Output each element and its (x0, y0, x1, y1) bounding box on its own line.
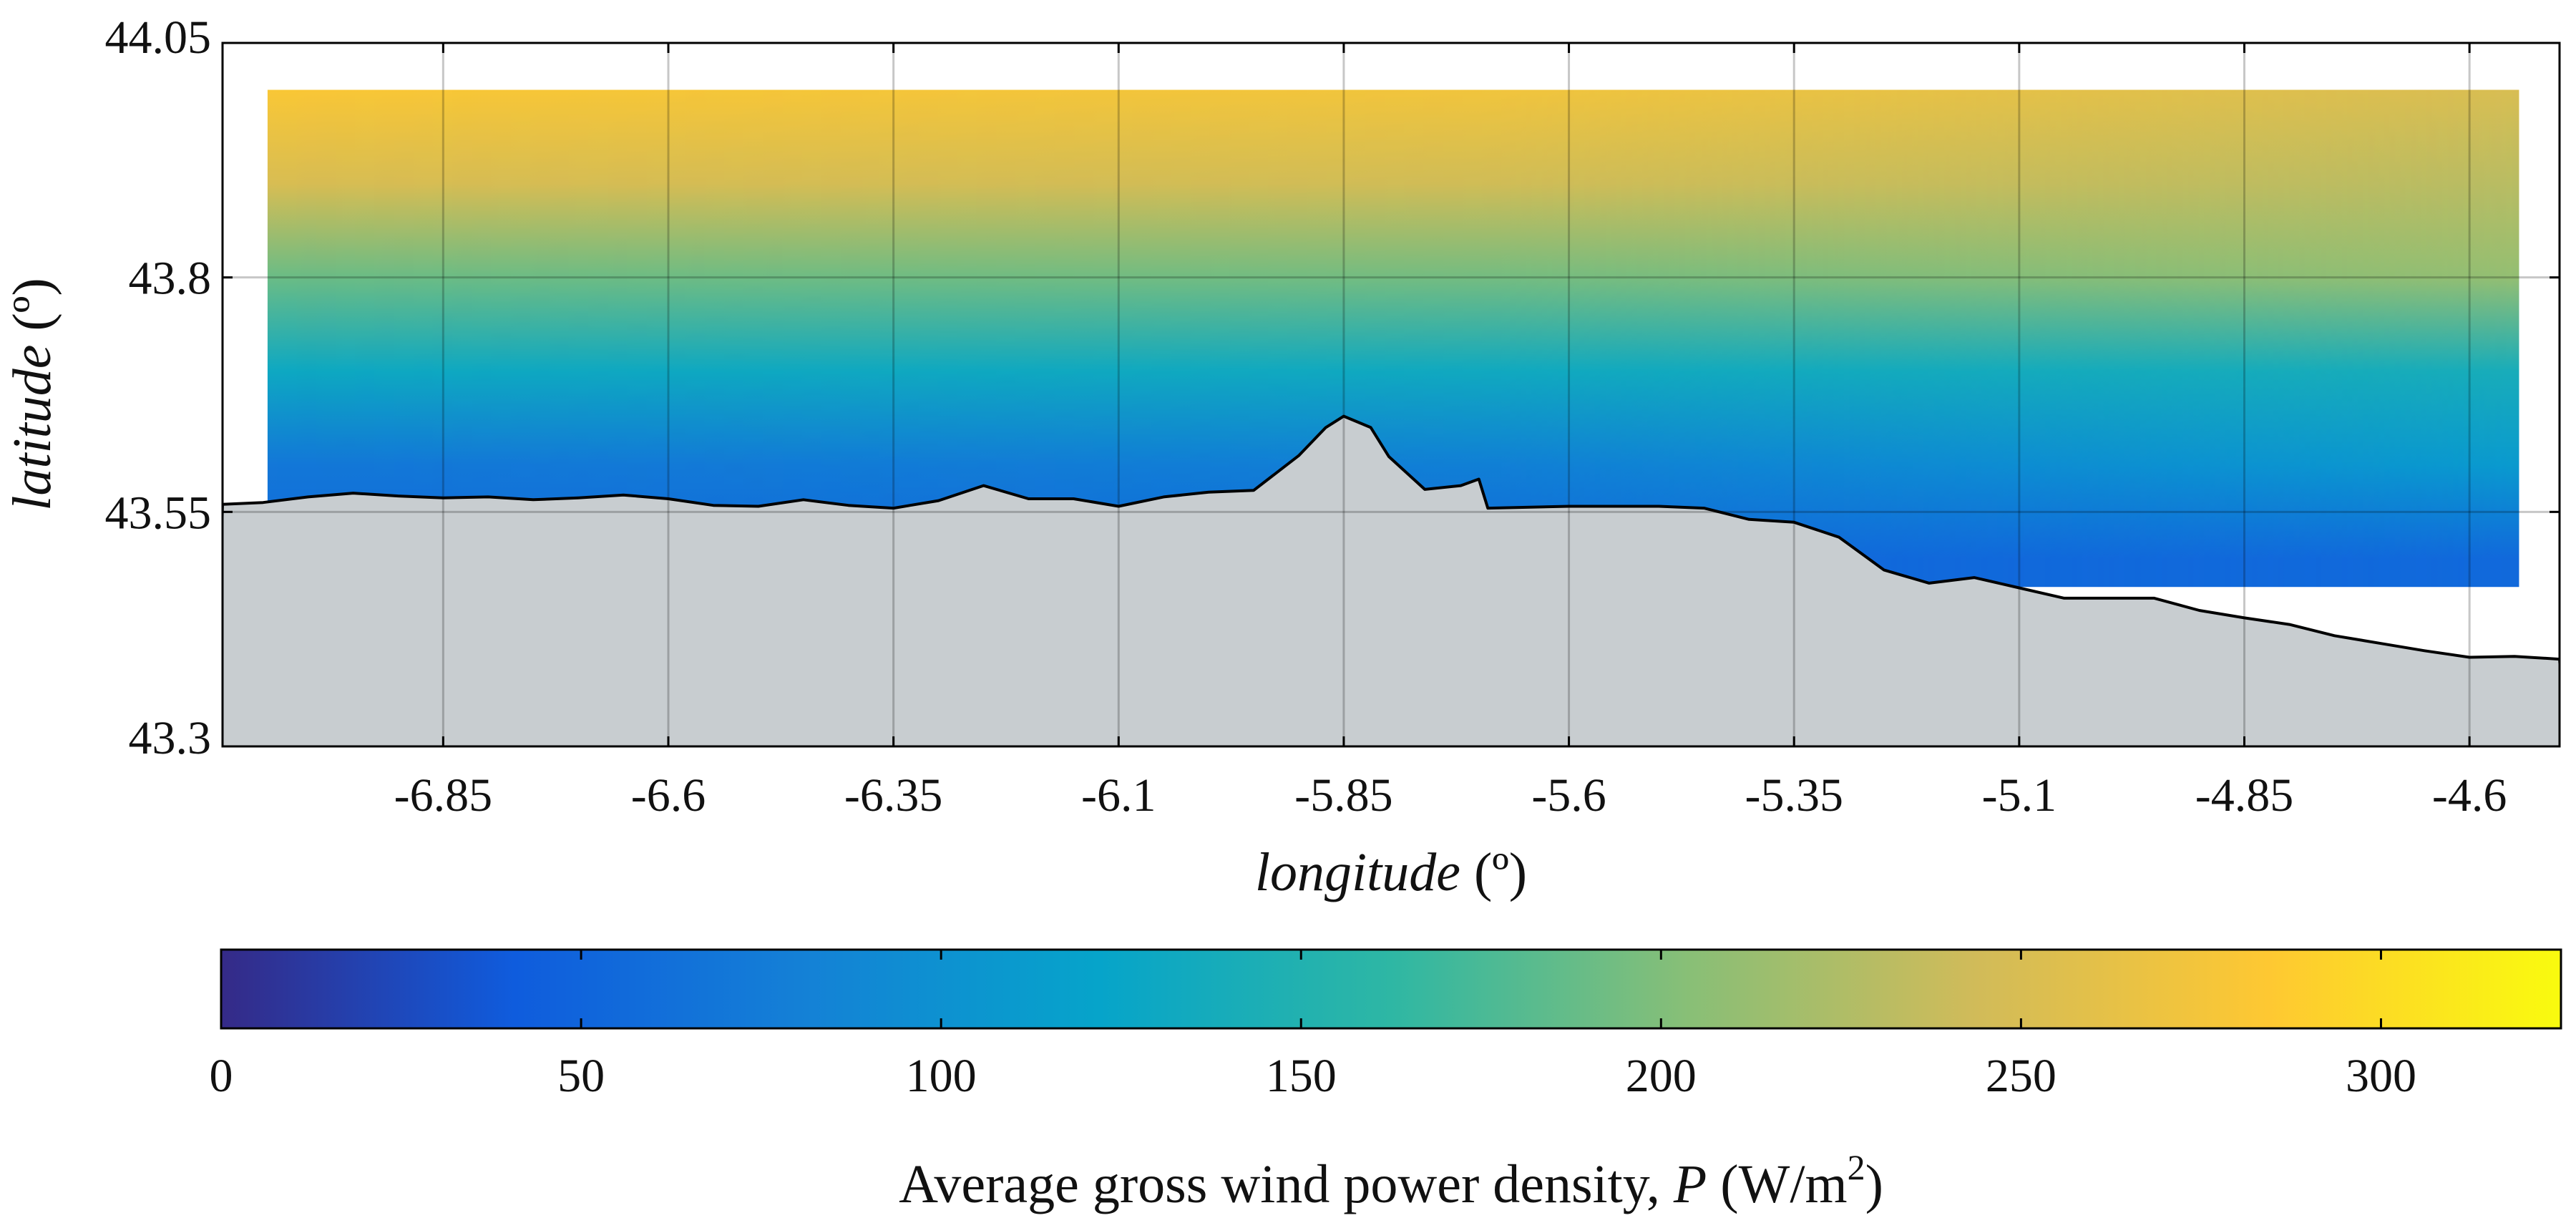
x-axis-label: longitude (º) (1255, 842, 1527, 902)
x-tick-label: -6.35 (844, 769, 942, 822)
y-tick-label: 43.3 (129, 712, 212, 764)
y-axis-label: latitude (º) (2, 278, 62, 510)
x-tick-label: -5.1 (1982, 769, 2057, 822)
colorbar-tick-label: 0 (210, 1050, 233, 1102)
x-tick-label: -6.85 (394, 769, 492, 822)
colorbar-tick-label: 200 (1626, 1050, 1697, 1102)
y-tick-label: 44.05 (105, 11, 212, 64)
colorbar-tick-label: 100 (906, 1050, 977, 1102)
colorbar-ticks: 0 50 100 150 200 250 300 (210, 950, 2416, 1102)
colorbar: 0 50 100 150 200 250 300 Average gross wind po… (210, 948, 2562, 1214)
colorbar-tick-label: 150 (1266, 1050, 1337, 1102)
x-tick-label: -6.1 (1081, 769, 1156, 822)
y-tick-label: 43.8 (129, 253, 212, 305)
grid-lines (223, 43, 2560, 746)
plot-frame (221, 42, 2561, 748)
y-axis-ticks: 43.3 43.55 43.8 44.05 (105, 11, 2560, 764)
x-axis-ticks: -6.85 -6.6 -6.35 -6.1 -5.85 -5.6 -5.35 -5.1 -4.8… (394, 43, 2507, 822)
x-tick-label: -4.85 (2195, 769, 2293, 822)
map-plot-area (221, 42, 2561, 748)
land-mass (223, 414, 2560, 746)
colorbar-label: Average gross wind power density, P (W/m… (899, 1147, 1883, 1214)
y-tick-label: 43.55 (105, 487, 212, 539)
x-tick-label: -4.6 (2432, 769, 2507, 822)
colorbar-tick-label: 300 (2346, 1050, 2416, 1102)
x-tick-label: -5.85 (1294, 769, 1392, 822)
x-tick-label: -5.35 (1745, 769, 1843, 822)
colorbar-gradient (220, 948, 2562, 1030)
colorbar-tick-label: 250 (1986, 1050, 2057, 1102)
x-tick-label: -6.6 (631, 769, 706, 822)
x-tick-label: -5.6 (1531, 769, 1606, 822)
colorbar-tick-label: 50 (557, 1050, 605, 1102)
